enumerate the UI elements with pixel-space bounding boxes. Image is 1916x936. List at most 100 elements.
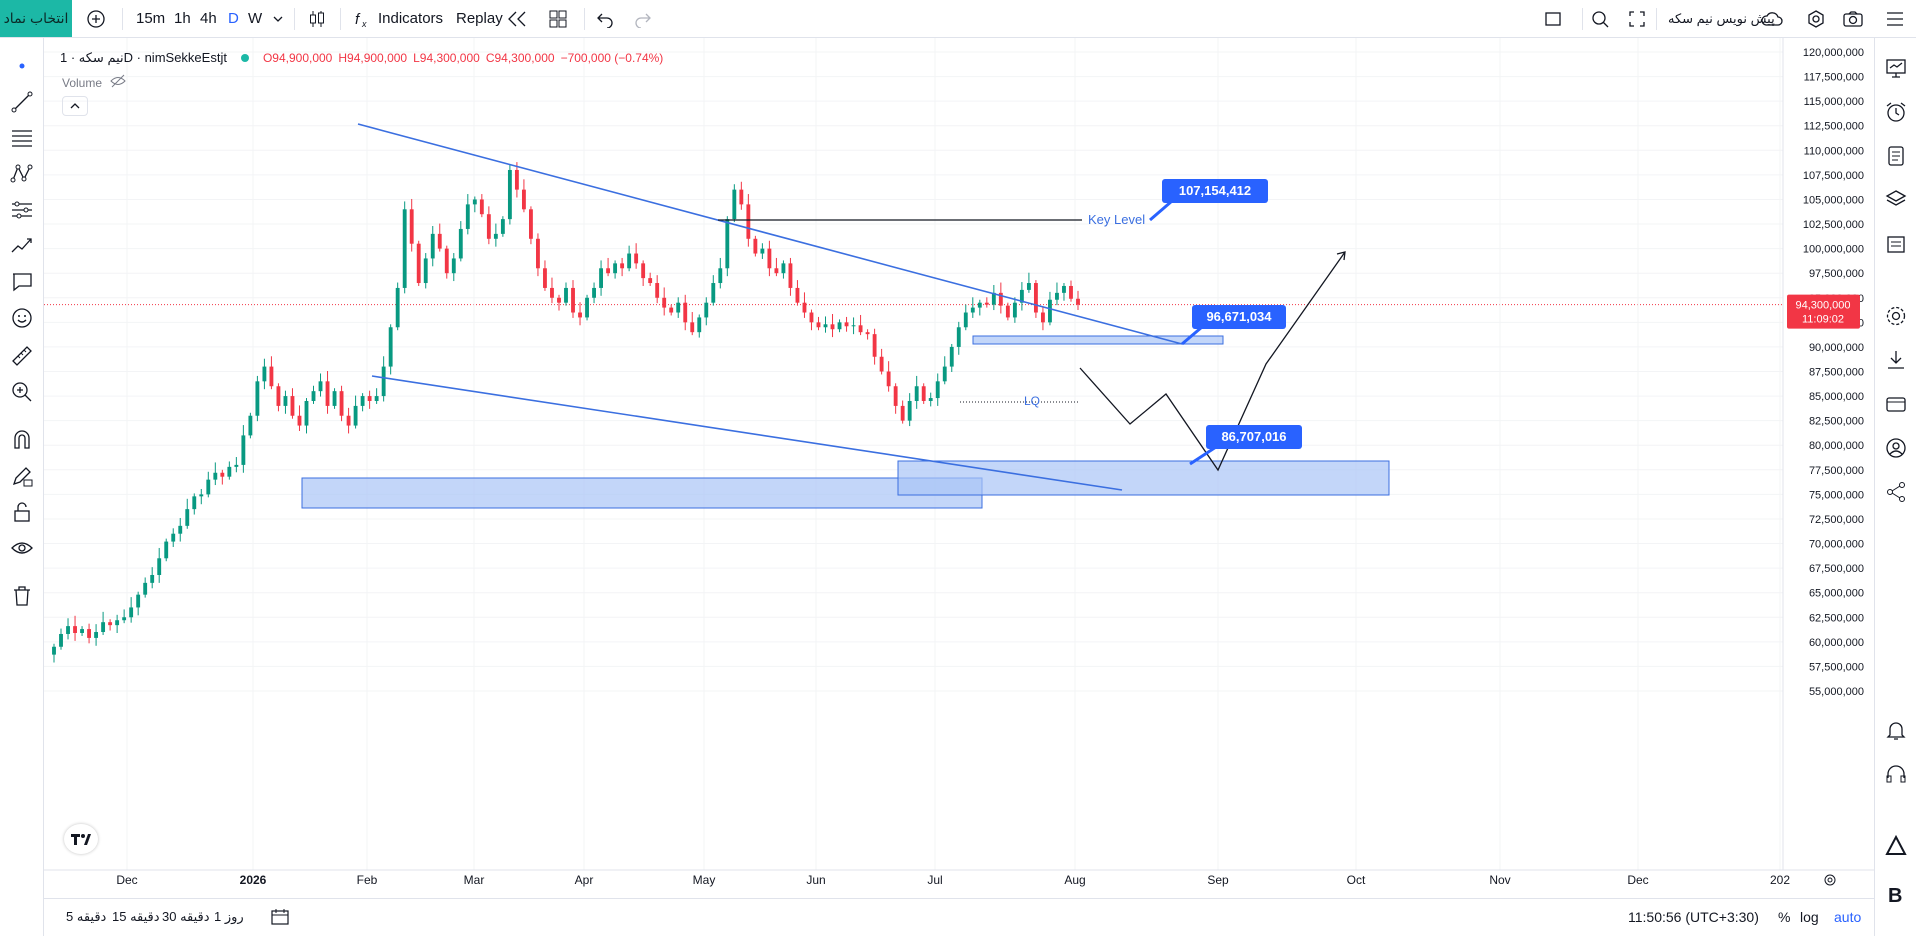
layers-icon[interactable] (1884, 188, 1908, 212)
interval-dropdown-icon[interactable] (272, 0, 284, 37)
zone-box (897, 460, 1390, 496)
price-chart[interactable]: Key Level LQ 107,154,412 96,671,034 86,707,0… (44, 38, 1874, 898)
interval-d[interactable]: D (228, 10, 239, 27)
candle (157, 547, 162, 583)
cloud-save-icon[interactable] (1760, 0, 1784, 37)
crosshair-icon[interactable] (10, 54, 34, 78)
candle (935, 373, 940, 406)
percent-toggle[interactable]: % (1778, 909, 1791, 925)
eye-icon[interactable] (10, 536, 34, 560)
collapse-legend-button[interactable] (62, 96, 88, 116)
magnet-icon[interactable] (10, 428, 34, 452)
auto-toggle[interactable]: auto (1834, 909, 1862, 925)
candle (318, 373, 323, 397)
replay-rewind-icon[interactable] (506, 0, 528, 37)
candle (269, 356, 274, 390)
quick-search-icon[interactable] (1590, 0, 1610, 37)
user-icon[interactable] (1884, 436, 1908, 460)
price-tick-label: 60,000,000 (1809, 637, 1864, 649)
price-tick-label: 115,000,000 (1804, 96, 1864, 108)
candle (199, 488, 204, 505)
text-note-icon[interactable] (10, 270, 34, 294)
lock-icon[interactable] (10, 500, 34, 524)
share-icon[interactable] (1884, 480, 1908, 504)
triangle-icon[interactable] (1884, 834, 1908, 858)
brush-icon[interactable] (10, 234, 34, 258)
clock-timezone[interactable]: 11:50:56 (UTC+3:30) (1628, 909, 1759, 925)
wallet-icon[interactable] (1884, 392, 1908, 416)
replay-button[interactable]: Replay (456, 10, 503, 27)
candle (241, 425, 246, 473)
candle (795, 280, 800, 306)
candle (942, 356, 947, 385)
ruler-icon[interactable] (10, 344, 34, 368)
interval-w[interactable]: W (248, 10, 263, 27)
expand-icon[interactable] (1628, 0, 1646, 37)
fullscreen-square-icon[interactable] (1544, 0, 1562, 37)
bell-icon[interactable] (1884, 718, 1908, 742)
price-tick-label: 85,000,000 (1809, 391, 1864, 403)
candle (514, 162, 519, 198)
candle (1069, 280, 1073, 302)
candle (739, 181, 744, 210)
script-name[interactable]: پیش نویس نیم سکه (1668, 10, 1775, 26)
eye-hidden-icon[interactable] (110, 74, 126, 91)
candles-icon[interactable] (306, 0, 328, 37)
emoji-icon[interactable] (10, 306, 34, 330)
candle (304, 398, 309, 434)
range-1d[interactable]: 1 روز (214, 909, 244, 924)
candle (87, 623, 91, 644)
interval-4h[interactable]: 4h (200, 10, 217, 27)
settings-icon[interactable] (1884, 304, 1908, 328)
lock-pencil-icon[interactable] (10, 464, 34, 488)
candle (283, 390, 288, 414)
undo-icon[interactable] (596, 0, 614, 37)
camera-icon[interactable] (1842, 0, 1864, 37)
range-15m[interactable]: 15 دقیقه (112, 909, 160, 924)
calendar-list-icon[interactable] (1884, 232, 1908, 256)
tradingview-logo-icon[interactable] (64, 824, 98, 854)
download-icon[interactable] (1884, 348, 1908, 372)
notes-icon[interactable] (1884, 144, 1908, 168)
candle (479, 194, 484, 218)
range-30m[interactable]: 30 دقیقه (162, 909, 210, 924)
candle (465, 194, 470, 235)
layouts-icon[interactable] (548, 0, 568, 37)
candle (613, 260, 618, 279)
watchlist-icon[interactable] (1884, 56, 1908, 80)
candle (395, 282, 400, 331)
candle (1026, 272, 1031, 293)
brand-b-icon[interactable]: B (1884, 882, 1908, 907)
alarm-clock-icon[interactable] (1884, 100, 1908, 124)
headset-icon[interactable] (1884, 762, 1908, 786)
settings-gear-icon[interactable] (1806, 0, 1826, 37)
trash-icon[interactable] (10, 584, 34, 608)
trend-line-icon[interactable] (10, 90, 34, 114)
candle (346, 407, 351, 434)
pattern-icon[interactable] (10, 162, 34, 186)
date-range-icon[interactable] (270, 899, 290, 935)
chart-pane[interactable]: Key Level LQ 107,154,412 96,671,034 86,707,0… (44, 38, 1874, 898)
volume-label[interactable]: Volume (62, 75, 103, 90)
candle (381, 356, 386, 402)
redo-icon[interactable] (634, 0, 652, 37)
fib-retracement-icon[interactable] (10, 126, 34, 150)
zone-box (972, 335, 1224, 345)
interval-1h[interactable]: 1h (174, 10, 191, 27)
candle (339, 385, 344, 422)
symbol-title[interactable]: نیم سکه · 1D · nimSekkeEstjt (60, 50, 227, 65)
interval-15m[interactable]: 15m (136, 10, 166, 27)
add-symbol-icon[interactable] (86, 0, 106, 37)
menu-icon[interactable] (1886, 0, 1904, 37)
log-toggle[interactable]: log (1800, 909, 1819, 925)
candle (536, 233, 540, 277)
price-tick-label: 65,000,000 (1809, 588, 1864, 600)
indicators-button[interactable]: Indicators (378, 10, 444, 27)
forecast-icon[interactable] (10, 198, 34, 222)
candle (578, 302, 582, 326)
price-tick-label: 102,500,000 (1803, 219, 1864, 231)
symbol-search-button[interactable]: انتخاب نماد (0, 0, 72, 37)
zoom-in-icon[interactable] (10, 380, 34, 404)
range-5m[interactable]: 5 دقیقه (66, 909, 107, 924)
